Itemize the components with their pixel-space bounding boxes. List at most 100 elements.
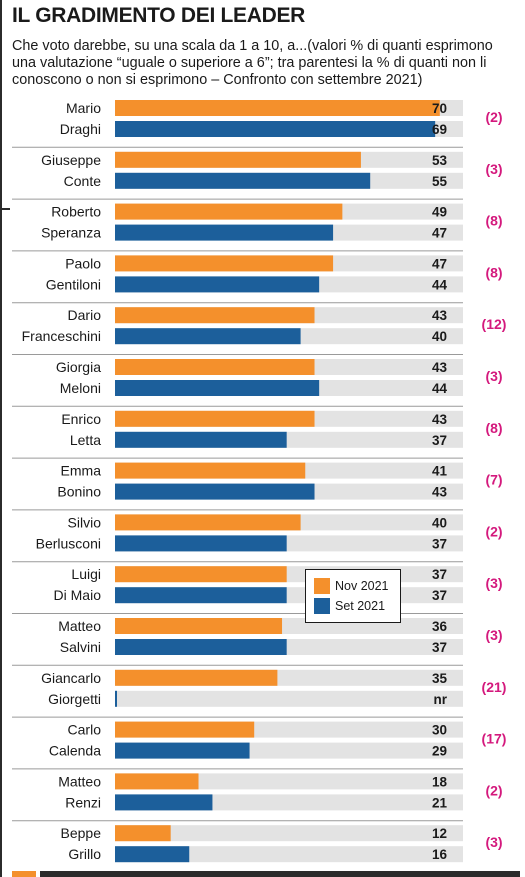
legend: Nov 2021 Set 2021 [305,569,401,623]
leader-last-name: Giorgetti [48,691,101,707]
unknown-percent-note: (7) [485,472,502,488]
unknown-percent-note: (2) [485,523,502,539]
leader-last-name: Franceschini [22,328,101,344]
bar-track-nov [115,773,463,790]
bar-set-2021 [115,276,320,293]
value-label-nov: 53 [432,153,448,168]
leader-first-name: Paolo [65,255,101,271]
bar-set-2021 [115,172,371,189]
unknown-percent-note: (3) [485,575,502,591]
value-label-nov: 12 [432,826,447,841]
footer-rule [40,871,520,877]
bar-nov-2021 [115,462,306,479]
leader-last-name: Conte [64,173,102,189]
value-label-set: 40 [432,329,447,344]
leader-first-name: Giorgia [56,359,101,375]
unknown-percent-note: (21) [482,679,507,695]
leader-first-name: Giancarlo [41,670,101,686]
leader-first-name: Luigi [71,566,101,582]
left-edge-tick [0,208,10,210]
value-label-nov: 37 [432,567,447,582]
bar-set-2021 [115,224,334,241]
bar-set-2021 [115,535,287,552]
unknown-percent-note: (3) [485,627,502,643]
leader-last-name: Calenda [49,743,101,759]
leader-first-name: Roberto [51,204,101,220]
unknown-percent-note: (8) [485,264,502,280]
value-label-nov: 43 [432,360,448,375]
value-label-set: 44 [432,277,448,292]
leader-first-name: Matteo [58,773,101,789]
left-edge-rule [0,0,2,877]
bar-nov-2021 [115,825,171,842]
leader-last-name: Di Maio [54,587,102,603]
leader-last-name: Draghi [60,121,101,137]
legend-label-nov: Nov 2021 [335,579,389,593]
unknown-percent-note: (8) [485,420,502,436]
bar-set-2021 [115,639,287,655]
value-label-set: 37 [432,640,447,655]
bar-nov-2021 [115,255,334,272]
value-label-set: 29 [432,744,447,759]
legend-swatch-set [314,598,330,614]
bar-nov-2021 [115,669,278,686]
value-label-nov: 40 [432,515,447,530]
leader-first-name: Giuseppe [41,152,101,168]
value-label-nov: 18 [432,774,448,789]
bar-track-set [115,690,463,707]
value-label-nov: 49 [432,205,447,220]
bar-nov-2021 [115,773,199,790]
leader-first-name: Carlo [68,722,102,738]
value-label-set: nr [434,692,448,707]
leader-first-name: Beppe [61,825,102,841]
bar-nov-2021 [115,359,315,375]
bar-track-nov [115,825,463,842]
leader-last-name: Speranza [41,225,101,241]
value-label-nov: 41 [432,464,448,479]
unknown-percent-note: (2) [485,109,502,125]
value-label-set: 69 [432,122,447,137]
unknown-percent-note: (12) [482,316,507,332]
bar-nov-2021 [115,514,301,531]
bar-set-2021 [115,794,213,811]
leader-first-name: Matteo [58,618,101,634]
legend-item-set: Set 2021 [314,598,385,614]
leader-last-name: Letta [70,432,101,448]
bar-nov-2021 [115,618,283,634]
bar-nov-2021 [115,721,255,738]
bar-set-2021 [115,380,320,396]
value-label-set: 55 [432,174,448,189]
legend-item-nov: Nov 2021 [314,578,389,594]
leader-first-name: Emma [61,463,102,479]
bar-track-set [115,846,463,863]
leader-last-name: Bonino [57,484,101,500]
bar-nov-2021 [115,307,315,324]
legend-label-set: Set 2021 [335,599,386,613]
bar-nov-2021 [115,410,315,427]
value-label-set: 37 [432,433,447,448]
leader-first-name: Mario [66,100,101,116]
bar-set-2021 [115,846,190,863]
bar-set-2021 [115,742,250,759]
chart-subtitle: Che voto darebbe, su una scala da 1 a 10… [12,38,493,88]
leader-last-name: Gentiloni [46,276,101,292]
unknown-percent-note: (17) [482,731,507,747]
value-label-set: 37 [432,588,447,603]
leader-first-name: Dario [68,307,102,323]
value-label-nov: 30 [432,723,447,738]
value-label-nov: 43 [432,308,448,323]
unknown-percent-note: (3) [485,161,502,177]
legend-swatch-nov [314,578,330,594]
unknown-percent-note: (2) [485,782,502,798]
bar-set-2021 [115,328,301,345]
value-label-nov: 43 [432,412,448,427]
bar-nov-2021 [115,203,343,220]
value-label-set: 16 [432,847,448,862]
leader-first-name: Enrico [61,411,101,427]
chart-title: IL GRADIMENTO DEI LEADER [12,4,306,27]
bar-nov-2021 [115,566,287,583]
value-label-set: 37 [432,536,447,551]
value-label-nov: 35 [432,671,448,686]
bar-set-2021 [115,587,287,604]
